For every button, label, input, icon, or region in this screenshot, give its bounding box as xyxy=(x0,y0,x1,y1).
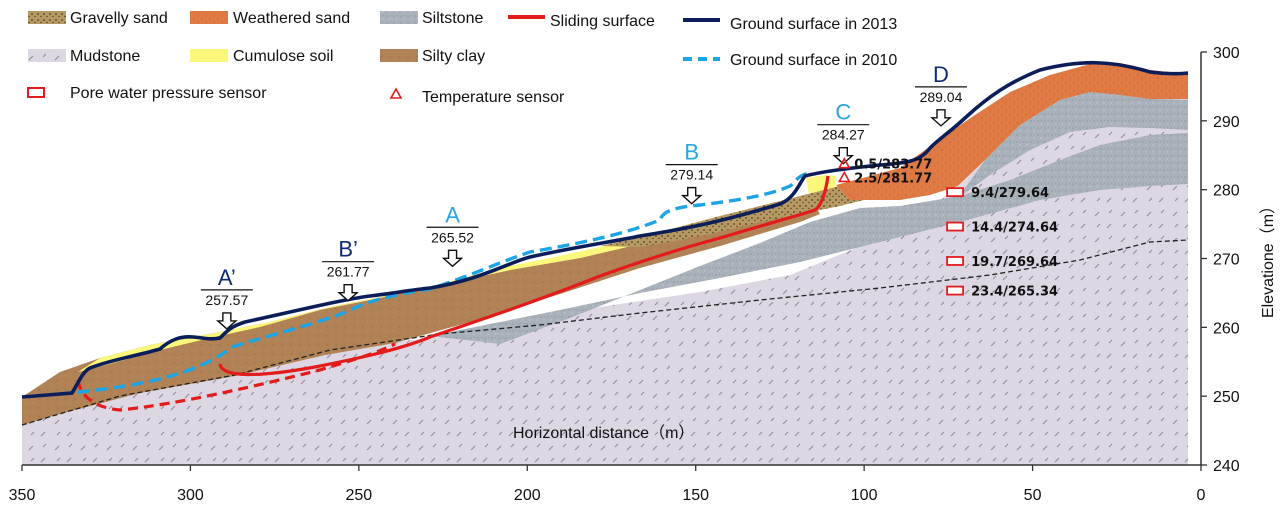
legend-label-temp-sensor: Temperature sensor xyxy=(422,89,565,106)
temperature-sensor: 2.5/281.77 xyxy=(837,170,932,186)
y-tick-label: 300 xyxy=(1213,45,1240,62)
legend-swatch-gravelly-sand xyxy=(28,11,66,24)
section-letter-label: B xyxy=(684,140,699,165)
pore-sensor-icon xyxy=(946,256,964,266)
pore-sensor-label: 14.4/274.64 xyxy=(971,221,1058,236)
section-letter-label: A xyxy=(445,202,460,227)
section-arrow-icon xyxy=(441,249,464,268)
y-tick-label: 280 xyxy=(1213,183,1240,200)
mudstone-layer xyxy=(22,92,1188,465)
sliding-surface-dashed-line xyxy=(76,342,396,412)
x-tick-label: 0 xyxy=(1197,487,1206,504)
section-marker: 284.27 C xyxy=(817,100,870,165)
legend-swatch-pore-sensor xyxy=(27,87,45,98)
section-marker: 289.04 D xyxy=(914,62,967,127)
profile xyxy=(21,60,1189,465)
axes: Horizontal distance（m） Elevatione（m） 350… xyxy=(9,45,1277,504)
legend-swatch-temp-sensor xyxy=(389,87,403,99)
legend-label-sliding-surface: Sliding surface xyxy=(550,13,655,30)
temperature-sensor: 0.5/283.77 xyxy=(837,157,932,173)
legend-swatch-mudstone xyxy=(28,49,66,62)
section-elevation-label: 289.04 xyxy=(920,89,963,105)
legend-label-ground-2010: Ground surface in 2010 xyxy=(730,52,897,69)
siltstone-outcrop xyxy=(958,92,1188,198)
pore-sensor-icon xyxy=(946,221,964,232)
pore-pressure-sensor: 19.7/269.64 xyxy=(946,255,1058,270)
y-tick-label: 290 xyxy=(1213,114,1240,131)
section-elevation-label: 284.27 xyxy=(822,127,865,143)
pore-sensor-label: 19.7/269.64 xyxy=(971,255,1058,270)
pore-sensor-icon xyxy=(946,285,964,296)
pore-sensor-label: 9.4/279.64 xyxy=(971,186,1049,201)
temperature-sensor-icon xyxy=(837,170,851,183)
sensor-markers: 0.5/283.772.5/281.77 9.4/279.64 14.4/274.6… xyxy=(837,157,1058,300)
section-letter-label: D xyxy=(933,62,949,87)
pore-pressure-sensor: 14.4/274.64 xyxy=(946,221,1058,236)
legend-label-weathered-sand: Weathered sand xyxy=(233,10,350,27)
legend-label-gravelly-sand: Gravelly sand xyxy=(70,10,168,27)
section-elevation-label: 279.14 xyxy=(670,167,713,183)
section-markers: 257.57 A’ 261.77 B’ 265.52 A 279.14 B 284.27 C 289… xyxy=(200,62,967,330)
section-elevation-label: 265.52 xyxy=(431,229,474,245)
legend: Gravelly sand Weathered sand Siltstone S… xyxy=(27,10,897,106)
siltstone-layer xyxy=(430,133,1188,344)
legend-label-cumulose-soil: Cumulose soil xyxy=(233,48,333,65)
legend-swatch-silty-clay xyxy=(380,49,418,62)
legend-swatch-weathered-sand xyxy=(190,11,228,24)
x-tick-label: 50 xyxy=(1024,487,1042,504)
section-elevation-label: 261.77 xyxy=(327,264,370,280)
section-arrow-icon xyxy=(930,109,952,127)
x-tick-label: 250 xyxy=(346,487,373,504)
temperature-sensor-label: 2.5/281.77 xyxy=(854,171,932,186)
y-axis-label: Elevatione（m） xyxy=(1259,198,1277,318)
section-marker: 261.77 B’ xyxy=(322,237,375,302)
pore-pressure-sensor: 23.4/265.34 xyxy=(946,285,1058,300)
section-arrow-icon xyxy=(832,147,855,165)
pore-sensor-label: 23.4/265.34 xyxy=(971,285,1058,300)
section-arrow-icon xyxy=(216,312,238,330)
temperature-sensor-label: 0.5/283.77 xyxy=(854,158,932,173)
x-axis-label: Horizontal distance（m） xyxy=(513,424,694,442)
x-ticks: 350 300 250 200 150 100 50 0 xyxy=(9,465,1206,504)
sliding-surface-line xyxy=(218,175,830,377)
ground-surface-2013-line xyxy=(21,60,1189,399)
section-marker: 257.57 A’ xyxy=(200,265,253,330)
y-tick-label: 240 xyxy=(1213,458,1240,475)
x-tick-label: 200 xyxy=(514,487,541,504)
section-marker: 279.14 B xyxy=(665,140,718,205)
legend-label-silty-clay: Silty clay xyxy=(422,48,485,65)
section-letter-label: C xyxy=(835,100,851,125)
y-tick-label: 250 xyxy=(1213,389,1240,406)
legend-label-ground-2013: Ground surface in 2013 xyxy=(730,16,897,33)
section-elevation-label: 257.57 xyxy=(205,292,248,308)
section-letter-label: B’ xyxy=(338,237,358,262)
pore-sensor-icon xyxy=(946,187,964,198)
temperature-sensor-icon xyxy=(837,157,851,169)
section-arrow-icon xyxy=(680,186,703,205)
legend-label-siltstone: Siltstone xyxy=(422,10,483,27)
y-ticks: 300 290 280 270 260 250 240 xyxy=(1201,45,1240,475)
legend-label-pore-sensor: Pore water pressure sensor xyxy=(70,85,267,102)
legend-swatch-siltstone xyxy=(380,11,418,24)
x-tick-label: 300 xyxy=(177,487,204,504)
weathered-sand-layer xyxy=(836,63,1188,200)
section-letter-label: A’ xyxy=(218,265,236,290)
x-tick-label: 350 xyxy=(9,487,36,504)
pore-pressure-sensor: 9.4/279.64 xyxy=(946,186,1049,201)
x-tick-label: 150 xyxy=(682,487,709,504)
y-tick-label: 270 xyxy=(1213,252,1240,269)
y-tick-label: 260 xyxy=(1213,320,1240,337)
section-arrow-icon xyxy=(337,283,359,302)
section-marker: 265.52 A xyxy=(426,202,479,268)
ground-surface-2010-line xyxy=(59,171,811,396)
legend-label-mudstone: Mudstone xyxy=(70,48,140,65)
x-tick-label: 100 xyxy=(851,487,878,504)
legend-swatch-cumulose-soil xyxy=(190,49,228,62)
